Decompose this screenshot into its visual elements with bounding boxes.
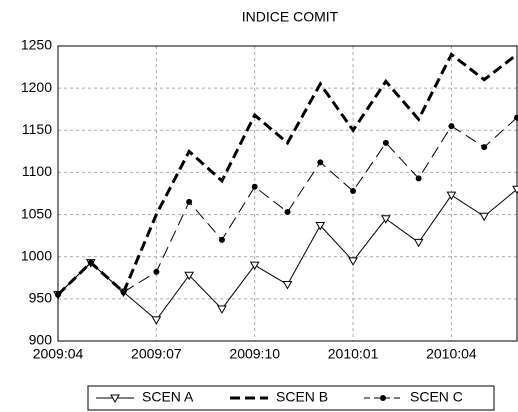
- data-point: [251, 183, 258, 190]
- data-point: [217, 305, 227, 314]
- data-point: [282, 281, 293, 290]
- series-line: [57, 188, 518, 321]
- series-line: [56, 52, 518, 296]
- data-point: [348, 257, 358, 266]
- data-point: [448, 123, 455, 130]
- y-tick-label: 1200: [21, 79, 52, 95]
- data-point: [413, 238, 424, 248]
- chart-title: INDICE COMIT: [242, 9, 339, 25]
- legend-label: SCEN B: [276, 389, 328, 405]
- y-tick-label: 1150: [22, 121, 52, 137]
- data-point: [184, 271, 195, 281]
- data-point: [512, 185, 518, 195]
- legend-marker: [380, 395, 386, 401]
- data-point: [481, 144, 488, 151]
- data-point: [514, 114, 518, 121]
- x-tick-label: 2010:01: [328, 346, 379, 362]
- x-tick-label: 2009:07: [131, 346, 182, 362]
- y-tick-label: 1250: [21, 37, 52, 53]
- data-point: [120, 289, 127, 296]
- data-point: [382, 139, 389, 146]
- x-tick-label: 2009:10: [229, 346, 280, 362]
- data-point: [350, 187, 357, 194]
- data-point: [249, 261, 260, 271]
- data-point: [315, 222, 326, 231]
- legend-marker: [110, 394, 120, 404]
- data-point: [284, 209, 291, 216]
- data-point: [446, 191, 457, 201]
- data-point: [479, 212, 490, 222]
- data-point: [186, 198, 193, 205]
- data-point: [415, 175, 422, 182]
- y-tick-label: 1100: [22, 163, 52, 179]
- y-tick-label: 950: [29, 290, 53, 306]
- data-point: [218, 236, 225, 243]
- data-point: [151, 316, 162, 325]
- x-tick-label: 2009:04: [33, 346, 84, 362]
- data-point: [317, 159, 324, 166]
- data-point: [87, 259, 94, 266]
- data-point: [380, 215, 391, 224]
- y-tick-label: 900: [29, 332, 53, 348]
- legend-label: SCEN A: [142, 389, 194, 405]
- y-tick-label: 1050: [21, 205, 52, 221]
- legend-label: SCEN C: [410, 389, 463, 405]
- data-point: [153, 268, 160, 275]
- x-tick-label: 2010:04: [426, 346, 477, 362]
- y-tick-label: 1000: [21, 247, 52, 263]
- legend-box: [87, 385, 495, 411]
- data-point: [55, 291, 61, 298]
